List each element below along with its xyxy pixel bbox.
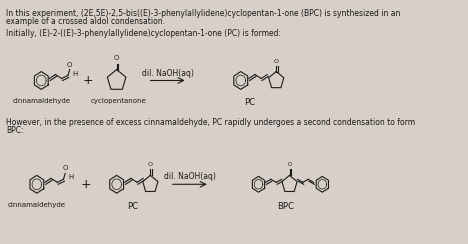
Text: H: H — [68, 174, 73, 180]
Text: O: O — [63, 165, 68, 172]
Text: +: + — [80, 178, 91, 191]
Text: PC: PC — [127, 202, 138, 211]
Text: O: O — [148, 163, 153, 167]
Text: Initially, (E)-2-((E)-3-phenylallylidene)cyclopentan-1-one (PC) is formed:: Initially, (E)-2-((E)-3-phenylallylidene… — [6, 29, 281, 38]
Text: BPC: BPC — [277, 202, 293, 211]
Text: H: H — [73, 71, 78, 77]
Text: O: O — [274, 59, 279, 64]
Text: dil. NaOH(aq): dil. NaOH(aq) — [164, 172, 216, 181]
Text: cyclopentanone: cyclopentanone — [90, 98, 146, 104]
Text: PC: PC — [244, 98, 255, 107]
Text: dil. NaOH(aq): dil. NaOH(aq) — [142, 69, 194, 78]
Text: BPC:: BPC: — [6, 126, 23, 135]
Text: cinnamaldehyde: cinnamaldehyde — [12, 98, 70, 104]
Text: cinnamaldehyde: cinnamaldehyde — [8, 202, 66, 208]
Text: In this experiment, (2E,5E)-2,5-bis((E)-3-phenylallylidene)cyclopentan-1-one (BP: In this experiment, (2E,5E)-2,5-bis((E)-… — [6, 9, 400, 18]
Text: example of a crossed aldol condensation.: example of a crossed aldol condensation. — [6, 17, 165, 26]
Text: +: + — [83, 74, 94, 87]
Text: O: O — [114, 55, 119, 61]
Text: O: O — [287, 163, 292, 167]
Text: However, in the presence of excess cinnamaldehyde, PC rapidly undergoes a second: However, in the presence of excess cinna… — [6, 118, 415, 127]
Text: O: O — [67, 62, 73, 68]
